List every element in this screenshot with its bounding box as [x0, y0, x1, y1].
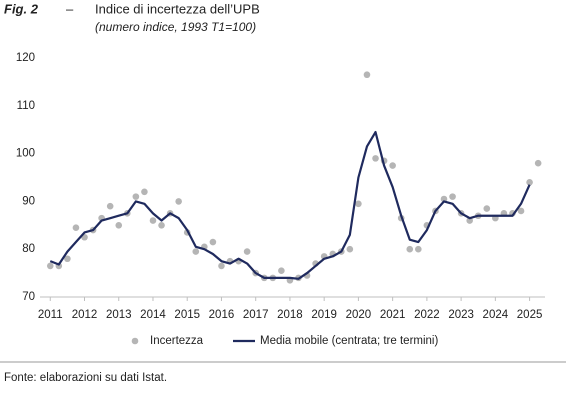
- x-tick-label: 2025: [517, 309, 543, 321]
- scatter-point: [389, 162, 396, 169]
- scatter-point: [406, 245, 414, 253]
- scatter-point: [483, 205, 491, 212]
- y-tick-label: 70: [22, 291, 35, 303]
- x-tick-label: 2020: [346, 309, 372, 321]
- x-tick-label: 2018: [277, 309, 303, 321]
- scatter-point: [64, 255, 71, 263]
- x-tick-label: 2023: [448, 309, 474, 321]
- scatter-point: [141, 188, 148, 196]
- scatter-point: [192, 248, 200, 255]
- y-tick-label: 120: [16, 52, 35, 64]
- scatter-point: [415, 245, 422, 253]
- scatter-point: [526, 178, 533, 186]
- legend-label: Incertezza: [150, 335, 204, 347]
- scatter-point: [534, 159, 542, 167]
- scatter-point: [46, 262, 54, 270]
- y-tick-label: 90: [22, 195, 35, 207]
- y-tick-label: 110: [17, 100, 35, 112]
- legend-label: Media mobile (centrata; tre termini): [260, 335, 438, 347]
- scatter-point: [175, 198, 182, 205]
- x-tick-label: 2019: [311, 309, 337, 321]
- title-separator: –: [66, 1, 74, 16]
- scatter-point: [466, 217, 473, 224]
- x-tick-label: 2024: [483, 309, 509, 321]
- scatter-point: [243, 248, 251, 255]
- x-tick-label: 2012: [72, 309, 98, 321]
- scatter-point: [278, 267, 285, 275]
- scatter-point: [440, 195, 448, 203]
- x-tick-label: 2021: [380, 309, 406, 321]
- scatter-point: [218, 262, 225, 270]
- scatter-point: [115, 222, 123, 229]
- scatter-point: [449, 193, 456, 200]
- figure-label: Fig. 2: [4, 1, 39, 16]
- chart-subtitle: (numero indice, 1993 T1=100): [95, 20, 256, 34]
- legend-symbol: [131, 337, 139, 345]
- x-tick-label: 2015: [174, 309, 200, 321]
- scatter-point: [158, 222, 165, 229]
- x-tick-label: 2016: [209, 309, 235, 321]
- scatter-point: [209, 238, 217, 246]
- x-tick-label: 2013: [106, 309, 132, 321]
- scatter-point: [149, 217, 157, 224]
- y-tick-label: 80: [22, 243, 35, 255]
- x-tick-label: 2011: [38, 309, 63, 321]
- y-tick-label: 100: [16, 148, 35, 160]
- scatter-point: [372, 155, 379, 162]
- scatter-point: [106, 202, 114, 210]
- x-tick-label: 2014: [140, 309, 166, 321]
- x-tick-label: 2017: [243, 309, 269, 321]
- source-note: Fonte: elaborazioni su dati Istat.: [4, 372, 167, 384]
- line-series: [49, 130, 531, 280]
- x-tick-label: 2022: [414, 309, 440, 321]
- chart-title: Indice di incertezza dell’UPB: [95, 1, 260, 16]
- scatter-point: [517, 207, 525, 215]
- scatter-point: [72, 224, 80, 231]
- scatter-point: [132, 193, 140, 200]
- scatter-point: [355, 200, 362, 208]
- scatter-point: [363, 71, 371, 79]
- scatter-point: [346, 245, 354, 253]
